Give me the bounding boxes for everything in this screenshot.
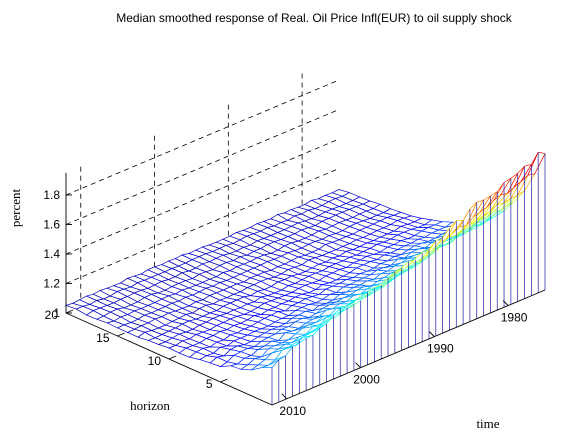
time-axis-line (271, 289, 546, 406)
time-tick-label: 2000 (353, 373, 380, 387)
chart-title: Median smoothed response of Real. Oil Pr… (116, 11, 513, 25)
grid-line-percent-1.2 (65, 168, 340, 284)
time-tick-label: 2010 (279, 404, 306, 418)
horizon-tick-15 (117, 332, 125, 337)
z-tick-label: 1.2 (43, 277, 60, 291)
z-tick-label: 1.4 (43, 247, 60, 261)
y-axis-label: horizon (130, 398, 170, 413)
time-tick-1980 (502, 300, 509, 306)
time-tick-2010 (281, 393, 288, 400)
grid-line-percent-1.8 (65, 79, 340, 196)
time-tick-label: 1990 (427, 342, 454, 356)
z-tick-label: 1 (53, 306, 60, 320)
labels-layer: 1 1.2 1.4 1.6 1.8 5 10 15 20 1980 1990 2000 2010 (43, 188, 527, 418)
horizon-tick-5 (220, 378, 228, 383)
z-tick-label: 1.6 (43, 218, 60, 232)
horizon-tick-label: 20 (45, 308, 59, 322)
horizon-tick-label: 15 (96, 331, 110, 345)
horizon-tick-label: 10 (148, 354, 162, 368)
time-tick-label: 1980 (501, 311, 528, 325)
time-tick-1990 (429, 331, 435, 337)
grid-layer (65, 73, 340, 307)
surface-cell (527, 151, 546, 176)
horizon-tick-20 (65, 309, 74, 314)
horizon-tick-10 (168, 355, 177, 360)
horizon-tick-label: 5 (206, 377, 213, 391)
z-tick-label: 1.8 (43, 188, 60, 202)
axes-layer (65, 172, 546, 406)
grid-line-percent-1.4 (65, 138, 340, 255)
x-axis-label: time (476, 416, 499, 431)
time-tick-2000 (355, 362, 361, 369)
grid-line-percent-1.6 (65, 109, 340, 225)
z-axis-label: percent (8, 188, 23, 227)
surface-layer (64, 151, 546, 405)
